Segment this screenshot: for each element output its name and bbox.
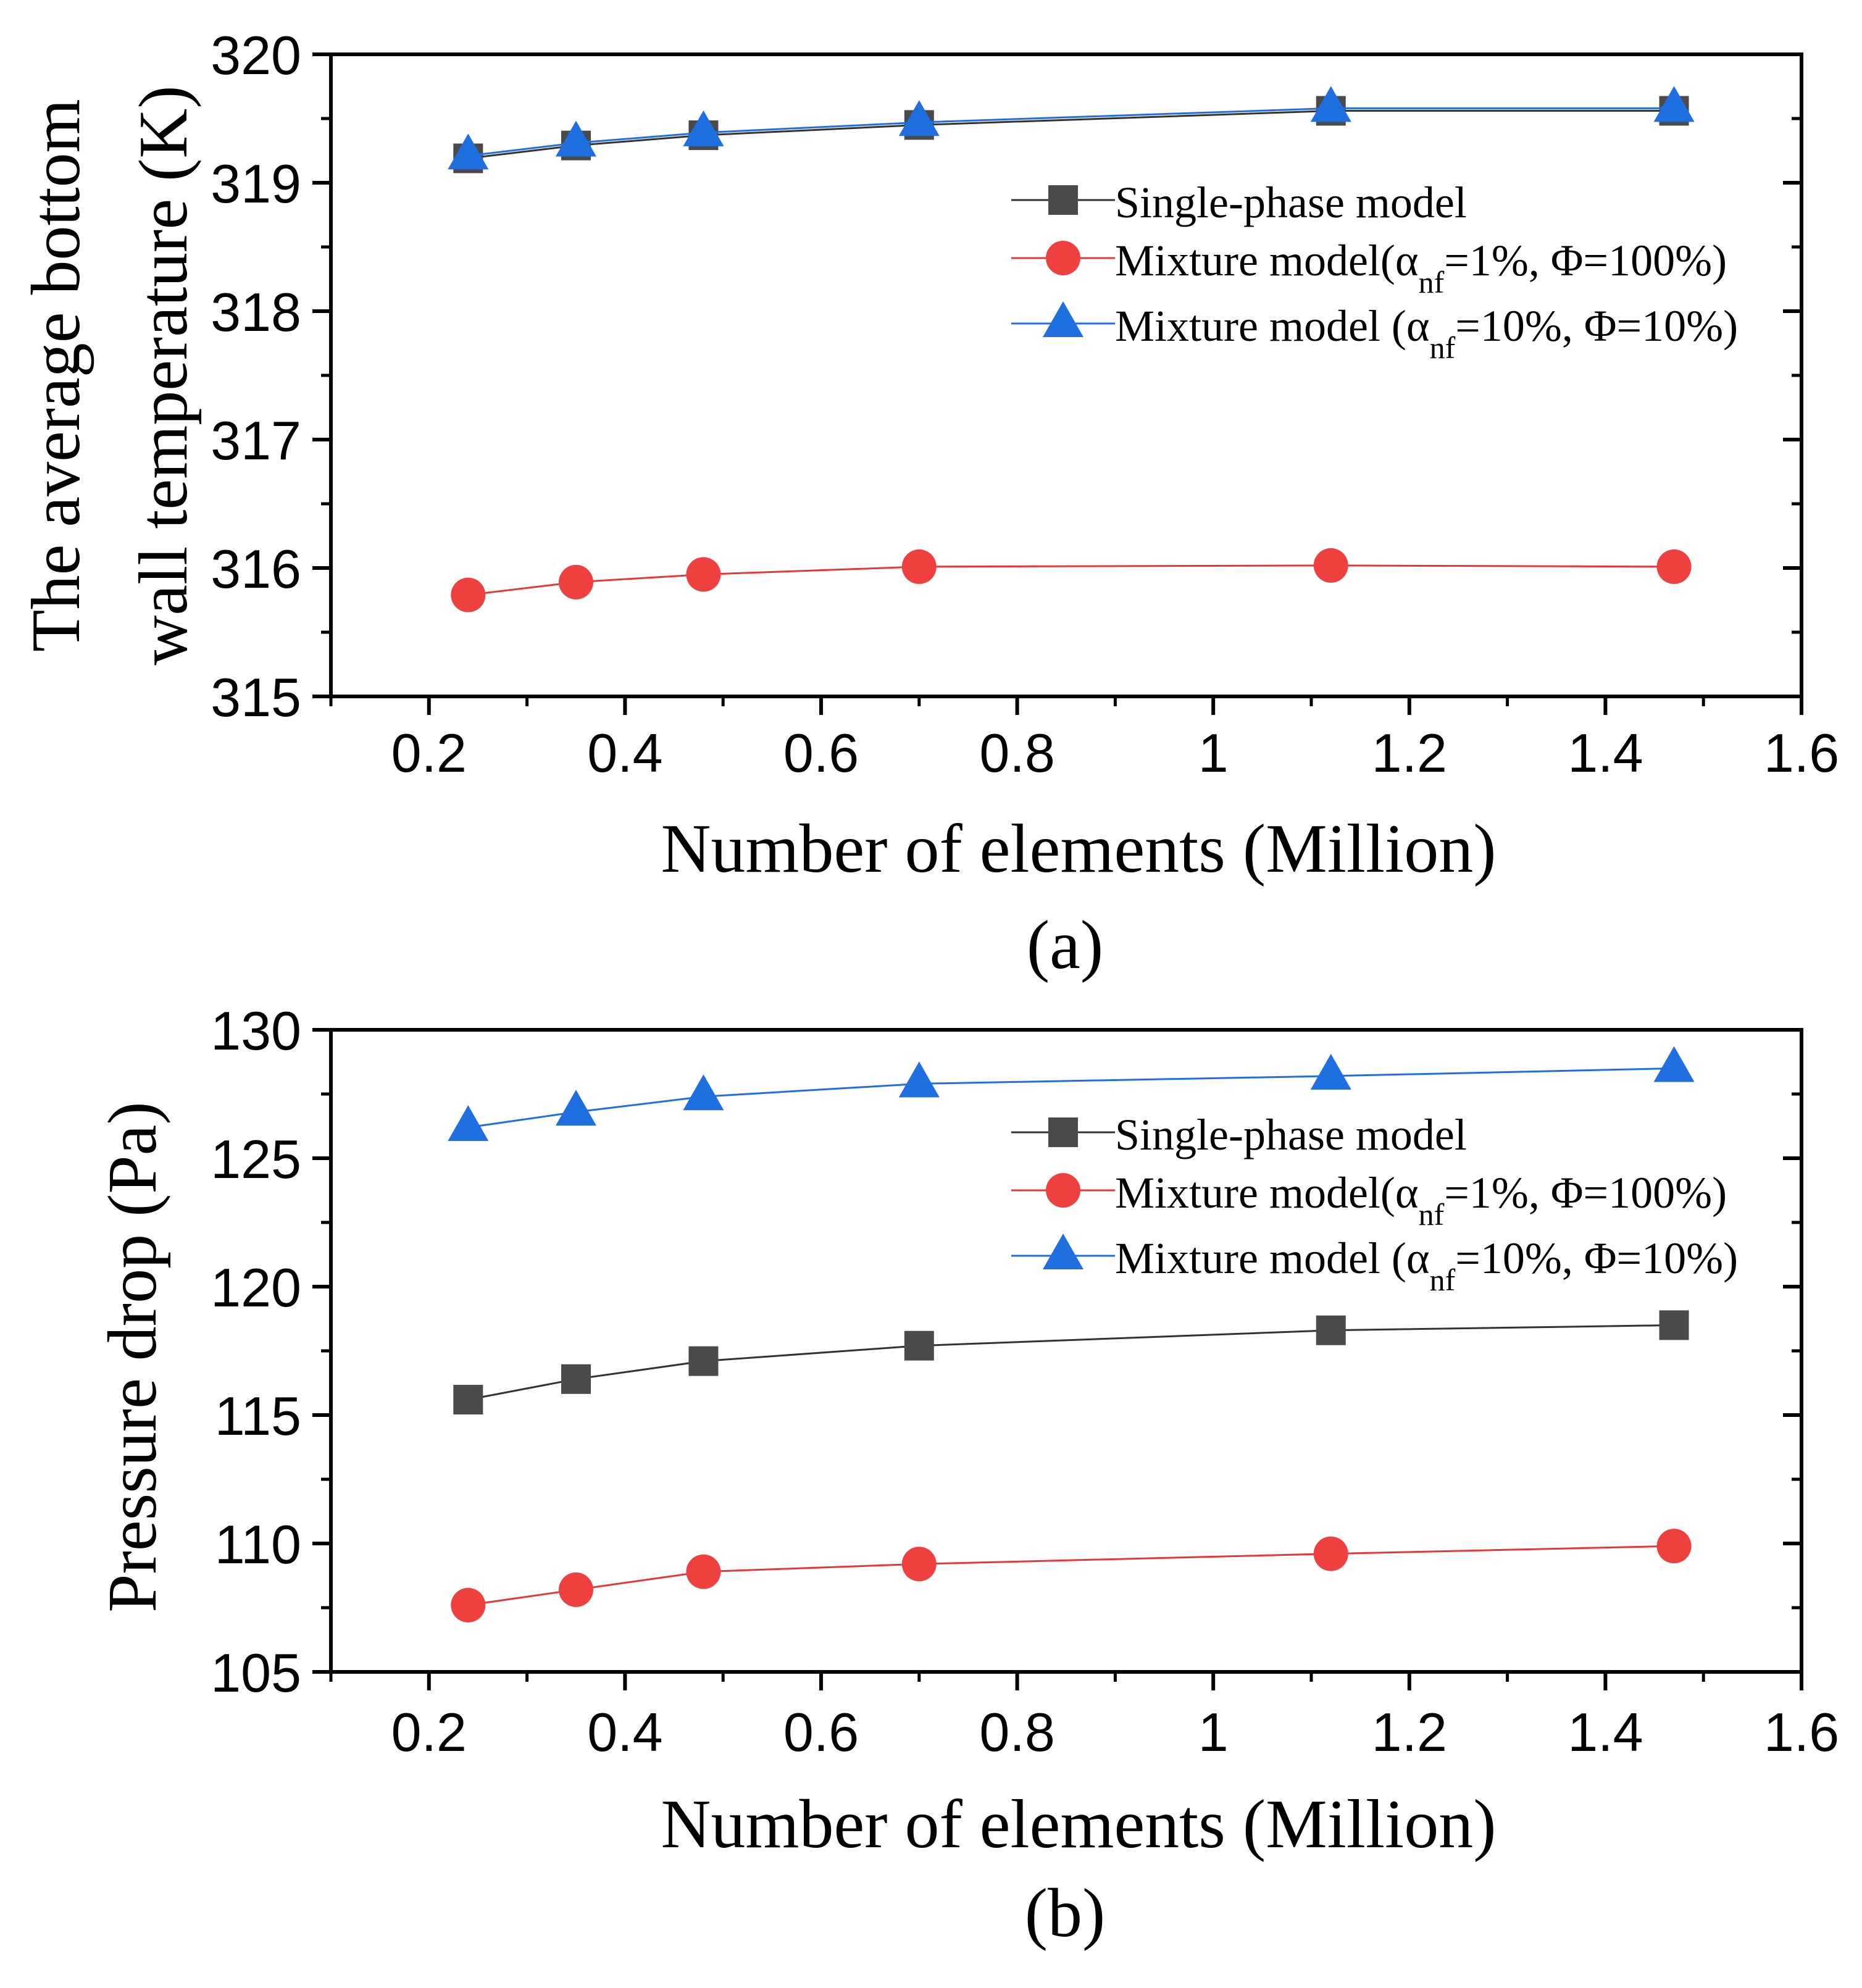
data-point <box>686 1554 721 1589</box>
data-point <box>1659 1310 1689 1340</box>
data-point <box>683 1074 724 1111</box>
data-point <box>451 577 486 612</box>
data-point <box>1313 1536 1348 1571</box>
series-square <box>453 1310 1689 1415</box>
data-point <box>451 1587 486 1623</box>
data-point <box>1653 1046 1695 1082</box>
series-triangle <box>448 86 1695 170</box>
x-tick-label: 1 <box>1198 722 1229 783</box>
x-tick-label: 0.4 <box>587 722 662 783</box>
legend-marker <box>1048 1117 1078 1147</box>
data-point <box>898 100 940 136</box>
y-tick-label: 317 <box>211 410 301 471</box>
legend-marker <box>1048 185 1078 215</box>
y-axis-label: Pressure drop (Pa) <box>94 1101 171 1612</box>
x-tick-label: 0.8 <box>979 722 1054 783</box>
data-point <box>1656 549 1692 584</box>
x-tick-label: 1 <box>1198 1702 1229 1763</box>
legend-label: Mixture model (αnf=10%, Φ=10%) <box>1115 1234 1738 1297</box>
data-point <box>556 1090 596 1126</box>
data-point <box>559 1572 593 1607</box>
data-point <box>556 120 596 157</box>
panel-label: (a) <box>1027 907 1103 984</box>
data-point <box>448 133 489 170</box>
y-tick-label: 120 <box>211 1257 301 1318</box>
data-point <box>904 1330 934 1361</box>
data-point <box>1653 86 1695 122</box>
y-tick-label: 115 <box>215 1385 301 1447</box>
x-axis-label: Number of elements (Million) <box>661 1786 1496 1863</box>
y-tick-label: 105 <box>211 1642 301 1703</box>
x-tick-label: 0.6 <box>783 1702 859 1763</box>
y-tick-label: 320 <box>211 25 301 86</box>
legend-marker <box>1046 1173 1080 1208</box>
data-point <box>683 110 724 146</box>
y-tick-label: 318 <box>211 282 301 343</box>
y-tick-label: 316 <box>211 538 301 599</box>
x-tick-label: 1.2 <box>1372 722 1447 783</box>
data-point <box>686 557 721 592</box>
series-line <box>468 564 1674 596</box>
chart-panel-b: 105 110 115 120 125 130 0.2 0.4 0.6 0.8 1 1.2 1.4 1.6… <box>94 1000 1839 1952</box>
chart-panel-a: 315 316 317 318 319 320 0.2 0.4 0.6 0.8 1 1.2 1.4 1.6… <box>18 25 1839 984</box>
legend-label: Single-phase model <box>1115 1110 1467 1159</box>
legend-label: Mixture model(αnf=1%, Φ=100%) <box>1115 1168 1727 1232</box>
data-point <box>559 564 593 599</box>
x-tick-label: 1.4 <box>1568 722 1643 783</box>
data-point <box>901 1547 937 1582</box>
data-point <box>448 1105 489 1142</box>
y-axis-label: wall temperature (K) <box>125 85 202 665</box>
legend-marker <box>1043 301 1083 338</box>
series-line <box>468 1324 1674 1401</box>
x-tick-label: 1.2 <box>1372 1702 1447 1763</box>
x-tick-label: 0.2 <box>391 1702 467 1763</box>
legend: Single-phase model Mixture model(αnf=1%, … <box>1011 178 1738 365</box>
x-tick-label: 1.6 <box>1764 1702 1839 1763</box>
legend-label: Mixture model(αnf=1%, Φ=100%) <box>1115 236 1727 299</box>
data-point <box>1310 1053 1351 1090</box>
legend-marker <box>1046 241 1080 275</box>
x-tick-label: 0.8 <box>979 1702 1054 1763</box>
series-triangle <box>448 1046 1695 1142</box>
series-line <box>468 1545 1674 1606</box>
data-point <box>1313 548 1348 583</box>
legend-label: Mixture model (αnf=10%, Φ=10%) <box>1115 301 1738 365</box>
legend: Single-phase model Mixture model(αnf=1%, … <box>1011 1110 1738 1297</box>
x-axis-label: Number of elements (Million) <box>661 811 1496 887</box>
x-tick-label: 1.4 <box>1568 1702 1643 1763</box>
legend-marker <box>1043 1234 1083 1270</box>
data-point <box>1316 1315 1346 1345</box>
data-point <box>561 1364 591 1394</box>
y-axis-label: The average bottom <box>18 99 94 652</box>
legend-label: Single-phase model <box>1115 178 1467 227</box>
series-circle <box>451 1529 1692 1623</box>
series-circle <box>451 548 1692 612</box>
y-tick-label: 319 <box>211 153 301 214</box>
panel-label: (b) <box>1025 1875 1106 1952</box>
data-point <box>1310 86 1351 122</box>
x-tick-label: 1.6 <box>1764 722 1839 783</box>
series-line <box>468 110 1674 159</box>
y-tick-label: 130 <box>211 1000 301 1061</box>
data-point <box>1656 1529 1692 1564</box>
data-point <box>453 1385 483 1415</box>
data-point <box>898 1061 940 1098</box>
x-tick-label: 0.2 <box>391 722 467 783</box>
y-tick-label: 315 <box>211 667 301 728</box>
x-tick-label: 0.6 <box>783 722 859 783</box>
data-point <box>901 549 937 584</box>
x-tick-label: 0.4 <box>587 1702 662 1763</box>
y-tick-label: 125 <box>211 1129 301 1190</box>
y-tick-label: 110 <box>215 1514 301 1575</box>
series-line <box>468 107 1674 157</box>
series-line <box>468 1067 1674 1129</box>
data-point <box>688 1346 719 1376</box>
